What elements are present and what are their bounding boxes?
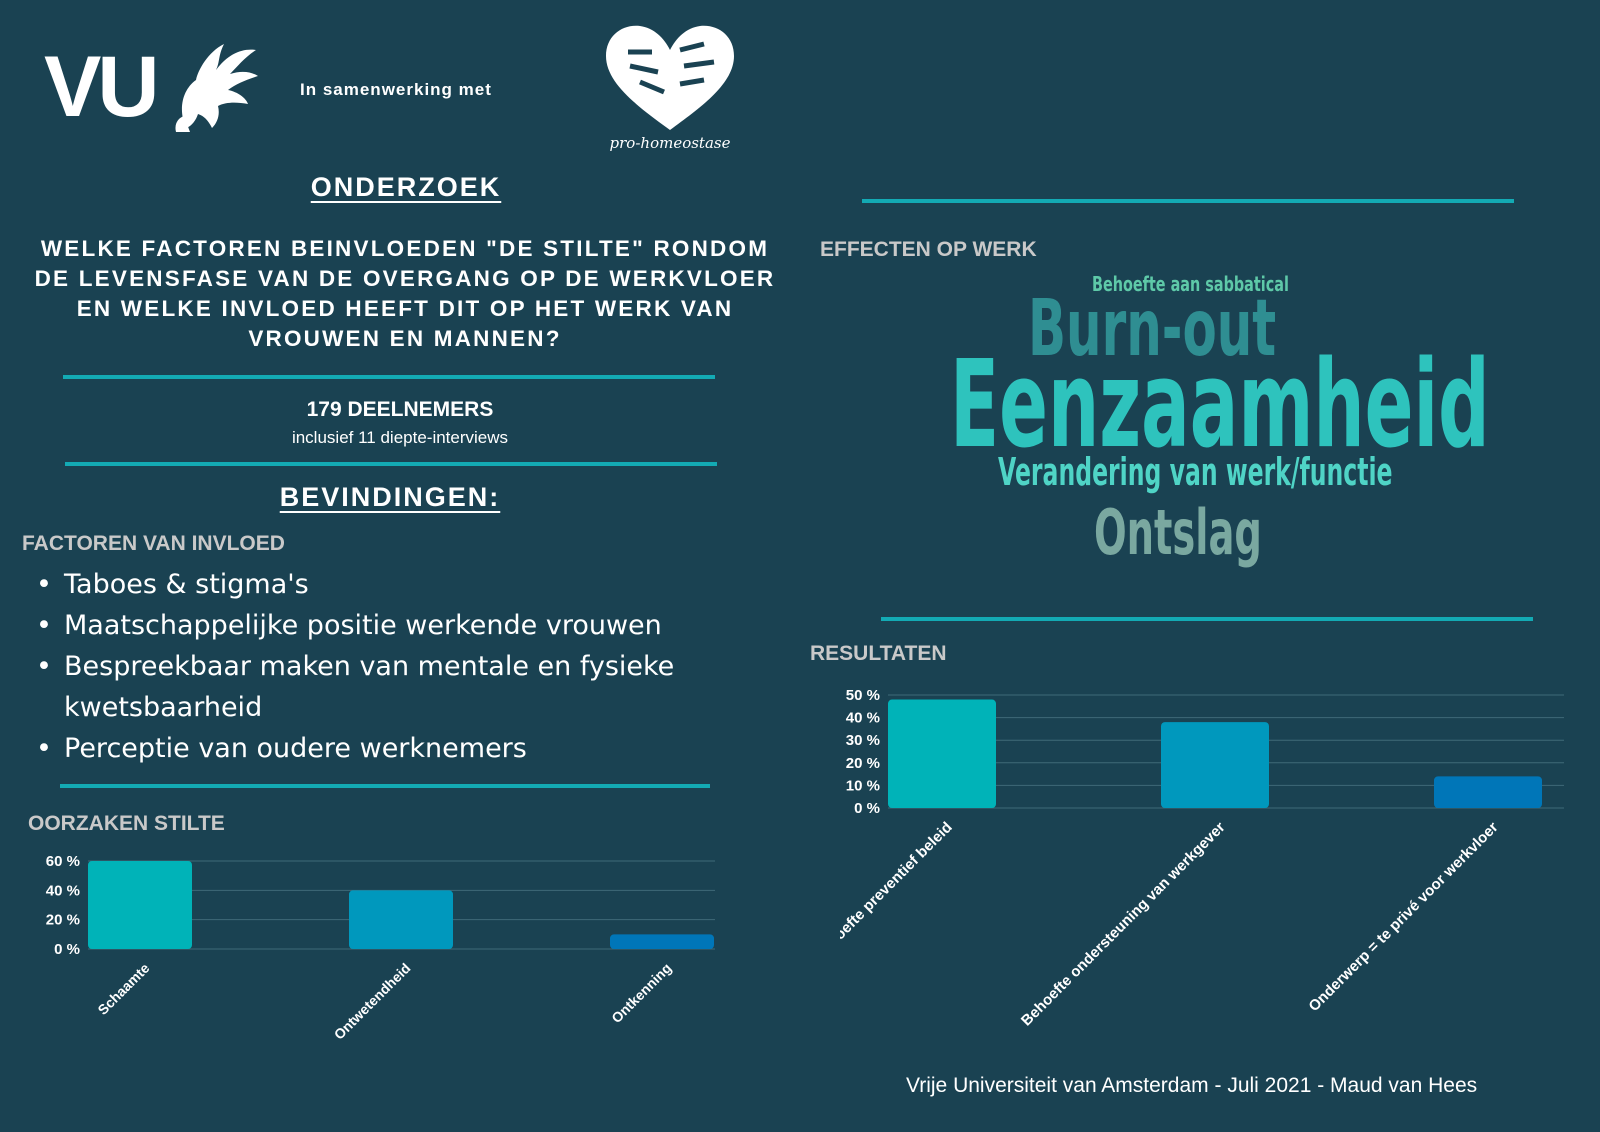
footer-credit: Vrije Universiteit van Amsterdam - Juli … xyxy=(906,1074,1478,1097)
x-tick-label: Onderwerp = te privé voor werkvloer xyxy=(1305,819,1501,1015)
vu-logo: VU xyxy=(44,40,258,135)
y-tick-label: 10 % xyxy=(846,777,880,794)
results-bar-chart: 0 % 10 % 20 % 30 % 40 % 50 % Behoefte preventi… xyxy=(840,687,1564,1030)
bar-3 xyxy=(1434,776,1542,808)
list-item: Taboes & stigma's xyxy=(34,564,734,605)
word-sabbatical: Behoefte aan sabbatical xyxy=(1092,272,1289,296)
y-tick-label: 0 % xyxy=(54,941,80,958)
x-tick-label: Schaamte xyxy=(94,960,152,1018)
pro-homeostase-logo: pro-homeostase xyxy=(600,22,740,162)
heart-icon xyxy=(606,25,734,130)
y-tick-label: 20 % xyxy=(846,755,880,772)
y-tick-label: 40 % xyxy=(846,710,880,727)
bar-3 xyxy=(610,934,714,949)
bar-2 xyxy=(349,890,453,949)
y-tick-label: 30 % xyxy=(846,732,880,749)
participant-count: 179 DEELNEMERS xyxy=(306,398,494,421)
y-tick-label: 0 % xyxy=(854,800,880,817)
list-item: Perceptie van oudere werknemers xyxy=(34,728,734,769)
pro-homeostase-caption: pro-homeostase xyxy=(609,134,731,152)
word-burnout: Burn-out xyxy=(1028,284,1277,374)
divider xyxy=(65,462,717,466)
factors-label: FACTOREN VAN INVLOED xyxy=(22,532,285,555)
divider xyxy=(60,784,710,788)
x-tick-label: Behoefte preventief beleid xyxy=(840,819,956,964)
word-eenzaamheid: Eenzaamheid xyxy=(950,336,1490,475)
research-title: ONDERZOEK xyxy=(310,172,502,202)
y-tick-label: 50 % xyxy=(846,687,880,704)
divider xyxy=(63,375,715,379)
vu-logo-text: VU xyxy=(44,39,159,135)
participant-detail: inclusief 11 diepte-interviews xyxy=(291,428,509,447)
effects-label: EFFECTEN OP WERK xyxy=(820,238,1037,261)
x-tick-label: Ontwetendheid xyxy=(331,960,414,1043)
word-verandering: Verandering van werk/functie xyxy=(998,450,1393,494)
bar-1 xyxy=(888,699,996,808)
findings-title: BEVINDINGEN: xyxy=(279,482,501,512)
bar-1 xyxy=(88,861,192,949)
divider xyxy=(881,617,1533,621)
results-label: RESULTATEN xyxy=(810,642,947,665)
griffin-icon xyxy=(175,44,258,132)
y-tick-label: 20 % xyxy=(46,912,80,929)
collaboration-text: In samenwerking met xyxy=(300,80,492,99)
list-item: Bespreekbaar maken van mentale en fysiek… xyxy=(34,646,734,728)
list-item: Maatschappelijke positie werkende vrouwe… xyxy=(34,605,734,646)
causes-label: OORZAKEN STILTE xyxy=(28,812,225,835)
factors-list: Taboes & stigma's Maatschappelijke posit… xyxy=(34,564,734,769)
word-ontslag: Ontslag xyxy=(1094,496,1262,569)
y-tick-label: 60 % xyxy=(46,853,80,870)
divider xyxy=(862,199,1514,203)
x-tick-label: Ontkenning xyxy=(608,960,674,1026)
causes-bar-chart: 0 % 20 % 40 % 60 % Schaamte Ontwetendheid Ontk… xyxy=(46,853,715,1043)
y-tick-label: 40 % xyxy=(46,882,80,899)
x-tick-label: Behoefte ondersteuning van werkgever xyxy=(1018,819,1229,1030)
research-question: WELKE FACTOREN BEINVLOEDEN "DE STILTE" R… xyxy=(34,236,776,351)
bar-2 xyxy=(1161,722,1269,808)
